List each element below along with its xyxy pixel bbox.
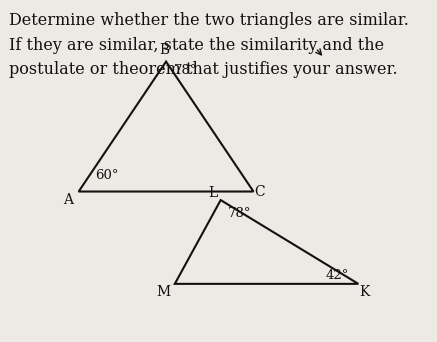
Text: A: A [63,193,73,207]
Text: K: K [360,286,370,299]
Text: 78°: 78° [228,207,252,220]
Text: B: B [159,43,169,56]
Text: M: M [157,286,171,299]
Text: postulate or theorem that justifies your answer.: postulate or theorem that justifies your… [9,61,397,78]
Text: 42°: 42° [326,269,349,282]
Text: 60°: 60° [95,169,119,182]
Text: If they are similar, state the similarity and the: If they are similar, state the similarit… [9,37,384,54]
Text: Determine whether the two triangles are similar.: Determine whether the two triangles are … [9,12,409,29]
Text: L: L [208,186,218,200]
Text: 78°: 78° [173,64,197,77]
Text: C: C [255,185,265,198]
